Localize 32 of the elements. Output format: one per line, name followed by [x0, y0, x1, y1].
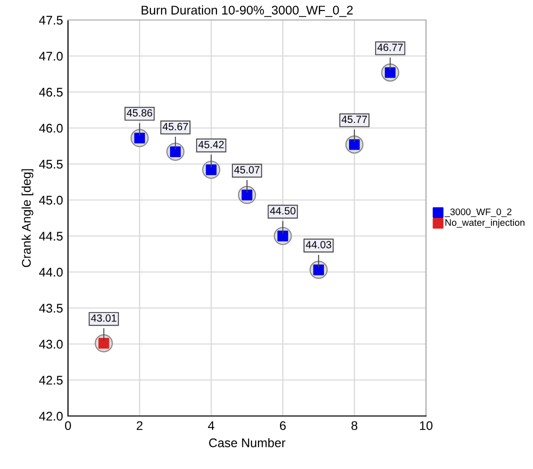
x-tick-label: 2 — [136, 421, 142, 430]
data-label: 45.86 — [126, 109, 152, 117]
legend-label: _3000_WF_0_2 — [444, 208, 512, 217]
y-tick-label: 45.0 — [39, 196, 63, 205]
y-tick-label: 45.5 — [39, 160, 63, 169]
y-tick-label: 42.0 — [39, 412, 63, 421]
y-tick-label: 46.5 — [39, 88, 63, 97]
data-label: 43.01 — [91, 314, 116, 322]
y-tick-label: 44.0 — [39, 268, 63, 277]
data-label: 44.50 — [270, 207, 296, 214]
x-tick-label: 8 — [351, 421, 358, 430]
data-label: 46.77 — [377, 44, 403, 52]
legend-label: No_water_injection — [445, 218, 524, 228]
x-tick-label: 10 — [420, 421, 432, 430]
y-tick-label: 43.5 — [39, 304, 63, 313]
y-tick-label: 44.5 — [39, 232, 63, 241]
y-tick-label: 47.5 — [39, 16, 63, 25]
chart-title: Burn Duration 10-90%_3000_WF_0_2 — [142, 5, 353, 17]
data-label: 45.77 — [342, 116, 367, 124]
x-axis-title: Case Number — [209, 438, 286, 448]
y-tick-label: 47.0 — [39, 52, 63, 61]
data-label: 45.67 — [162, 122, 188, 130]
x-tick-label: 0 — [65, 421, 71, 430]
data-label: 45.42 — [198, 140, 224, 148]
y-tick-label: 46.0 — [39, 124, 63, 133]
data-label: 44.03 — [306, 240, 332, 248]
y-tick-label: 43.0 — [39, 340, 63, 349]
x-tick-label: 6 — [280, 421, 286, 430]
data-label: 45.07 — [234, 166, 260, 174]
y-axis-title: Crank Angle [deg] — [22, 169, 34, 268]
y-tick-label: 42.5 — [39, 376, 63, 385]
x-tick-label: 4 — [208, 421, 214, 430]
